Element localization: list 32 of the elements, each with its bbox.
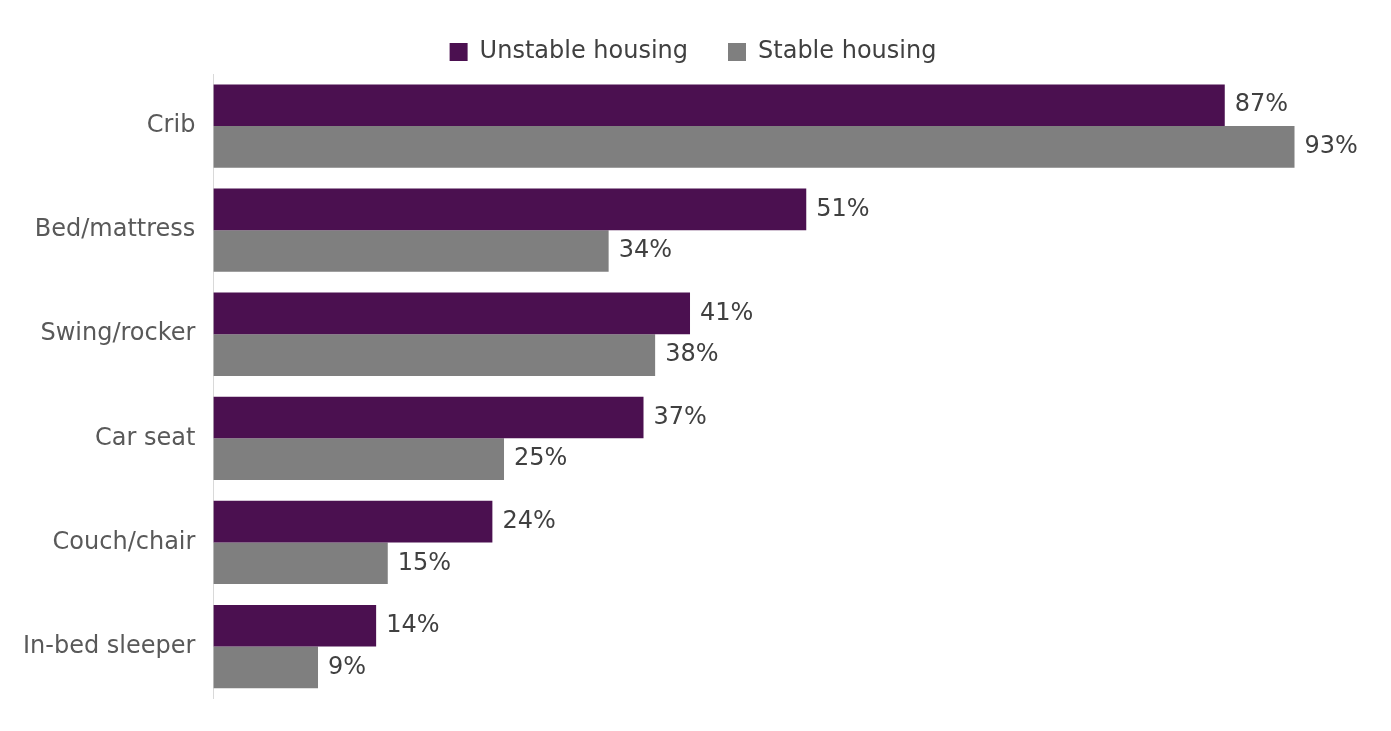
bar [213, 542, 388, 585]
data-label: 15% [397, 547, 452, 576]
y-tick-label: Bed/mattress [34, 214, 196, 243]
legend-label: Stable housing [758, 36, 937, 65]
y-tick-label: Car seat [95, 422, 196, 451]
bar [213, 334, 656, 376]
y-tick-label: Swing/rocker [40, 318, 196, 347]
data-label: 24% [502, 505, 556, 534]
data-label: 38% [665, 339, 719, 368]
bar [213, 438, 505, 480]
data-label: 14% [386, 609, 440, 638]
bar [213, 188, 807, 231]
bar [213, 500, 493, 543]
data-label: 87% [1234, 89, 1289, 118]
data-label: 25% [514, 443, 568, 472]
data-label: 37% [653, 401, 707, 430]
legend-label: Unstable housing [479, 36, 689, 65]
bar [213, 396, 644, 439]
data-label: 34% [618, 235, 672, 264]
bar [213, 126, 1295, 168]
bar [213, 292, 691, 335]
data-label: 9% [328, 651, 367, 680]
bar [213, 84, 1225, 127]
bar [213, 604, 377, 647]
bar [213, 646, 319, 689]
y-tick-label: In-bed sleeper [22, 630, 196, 659]
y-tick-label: Couch/chair [52, 526, 196, 555]
data-label: 51% [816, 193, 870, 222]
data-label: 93% [1304, 131, 1358, 160]
bar [213, 230, 609, 272]
y-tick-label: Crib [146, 110, 196, 139]
data-label: 41% [700, 297, 754, 326]
